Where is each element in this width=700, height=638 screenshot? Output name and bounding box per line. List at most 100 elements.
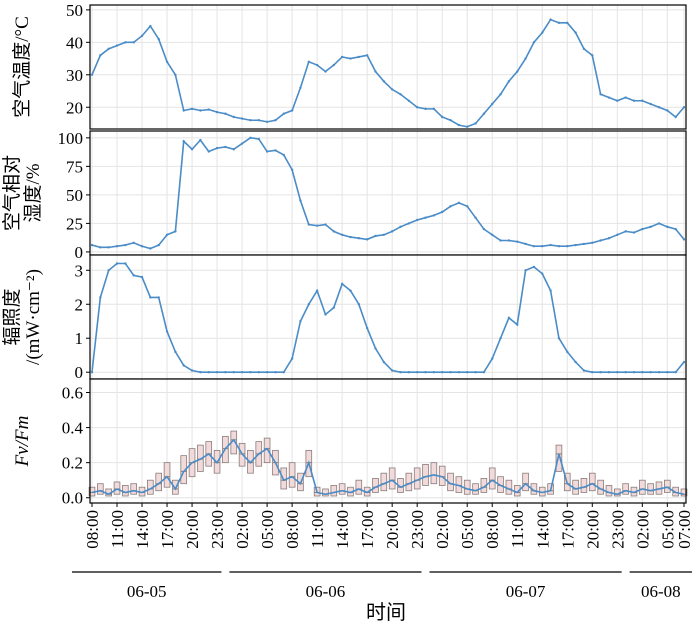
data-point xyxy=(457,371,461,374)
x-tick-label: 02:00 xyxy=(433,510,452,549)
x-tick-label: 08:00 xyxy=(283,510,302,549)
y-tick-label: 0.6 xyxy=(62,384,83,403)
data-point xyxy=(357,55,361,59)
data-point xyxy=(224,112,227,115)
data-point xyxy=(440,115,444,119)
data-point xyxy=(290,357,294,360)
x-tick-label: 14:00 xyxy=(333,510,352,549)
panel-background xyxy=(90,379,686,503)
x-tick-label: 08:00 xyxy=(483,510,502,549)
box xyxy=(422,464,429,486)
box xyxy=(180,455,188,485)
box xyxy=(472,483,479,495)
data-point xyxy=(499,337,502,340)
data-point xyxy=(90,243,94,247)
data-point xyxy=(365,238,369,241)
data-point xyxy=(566,21,569,25)
data-point xyxy=(232,115,235,119)
data-point xyxy=(282,371,285,374)
data-point xyxy=(666,225,669,229)
data-line xyxy=(91,137,685,250)
data-point xyxy=(299,199,302,202)
box xyxy=(647,483,654,495)
data-point xyxy=(482,227,486,231)
y-axis-label: 辐照度 xyxy=(1,288,23,345)
x-tick-label: 23:00 xyxy=(608,510,627,549)
data-point xyxy=(349,57,352,60)
data-point xyxy=(424,107,427,111)
box xyxy=(380,472,388,492)
data-point xyxy=(132,274,135,277)
data-point xyxy=(591,371,594,374)
box xyxy=(588,472,596,492)
x-tick-label: 11:00 xyxy=(108,510,127,548)
data-point xyxy=(349,289,352,292)
y-tick-label: 0.2 xyxy=(62,454,83,473)
data-point xyxy=(190,369,194,372)
data-point xyxy=(549,18,552,21)
data-point xyxy=(124,243,127,247)
data-point xyxy=(432,107,436,111)
data-point xyxy=(599,93,602,96)
data-point xyxy=(574,243,577,247)
data-point xyxy=(566,350,569,354)
panel-background xyxy=(90,131,686,255)
box xyxy=(413,467,421,490)
data-point xyxy=(257,119,260,122)
data-point xyxy=(482,371,486,374)
data-point xyxy=(332,306,336,309)
data-point xyxy=(474,216,477,219)
data-point xyxy=(399,225,402,229)
data-point xyxy=(440,210,444,214)
data-point xyxy=(491,102,494,106)
y-tick-label: 100 xyxy=(58,129,84,148)
data-point xyxy=(557,245,561,248)
data-point xyxy=(265,150,269,153)
y-tick-label: 0 xyxy=(75,363,84,382)
box xyxy=(130,483,137,495)
data-point xyxy=(674,371,677,374)
y-tick-label: 0.0 xyxy=(62,489,83,508)
y-tick-label: 0.4 xyxy=(62,419,84,438)
data-point xyxy=(357,303,361,306)
data-point xyxy=(232,148,235,151)
data-point xyxy=(174,73,177,76)
y-tick-label: 2 xyxy=(75,295,84,314)
data-point xyxy=(299,86,302,89)
data-point xyxy=(315,224,319,227)
date-label: 06-07 xyxy=(506,582,546,601)
data-point xyxy=(99,246,102,249)
data-point xyxy=(140,245,144,248)
box xyxy=(463,479,471,495)
x-tick-label: 14:00 xyxy=(133,510,152,549)
box xyxy=(113,481,121,495)
x-tick-label: 23:00 xyxy=(208,510,227,549)
data-point xyxy=(340,55,344,59)
data-point xyxy=(115,44,119,47)
box xyxy=(639,479,646,495)
data-point xyxy=(674,115,677,119)
data-point xyxy=(182,364,185,367)
data-point xyxy=(666,109,669,112)
data-point xyxy=(649,102,652,106)
x-tick-label: 05:00 xyxy=(258,510,277,549)
data-point xyxy=(324,70,327,73)
data-point xyxy=(357,237,361,240)
data-point xyxy=(149,296,152,299)
data-point xyxy=(324,313,327,316)
data-point xyxy=(340,282,344,286)
x-tick-label: 20:00 xyxy=(383,510,402,549)
y-tick-label: 0 xyxy=(75,243,84,262)
data-point xyxy=(99,54,102,57)
x-axis-label: 时间 xyxy=(366,601,406,624)
data-point xyxy=(215,110,219,114)
data-point xyxy=(165,233,169,237)
y-axis-label: 空气相对 xyxy=(1,155,23,231)
x-tick-label: 05:00 xyxy=(658,510,677,549)
x-tick-label: 20:00 xyxy=(183,510,202,549)
data-point xyxy=(115,245,119,248)
data-point xyxy=(182,109,185,112)
data-point xyxy=(532,265,536,269)
data-point xyxy=(240,371,244,374)
